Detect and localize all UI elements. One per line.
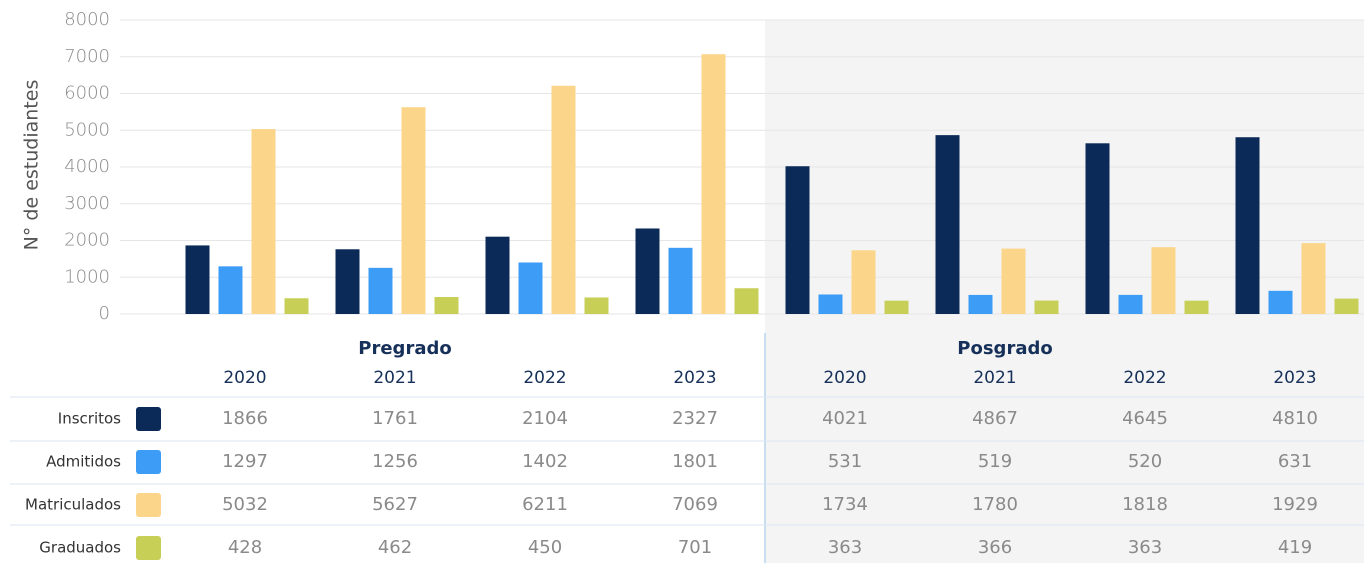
table-cell: 1734 (822, 494, 868, 515)
table-cell: 1801 (672, 451, 718, 472)
table-cell: 462 (378, 537, 412, 558)
table-cell: 631 (1278, 451, 1312, 472)
table-cell: 450 (528, 537, 562, 558)
bar (518, 262, 543, 314)
bar (968, 294, 993, 314)
bar (884, 300, 909, 314)
table-cell: 6211 (522, 494, 568, 515)
bar (185, 245, 210, 314)
y-tick-label: 3000 (64, 193, 110, 214)
y-tick-label: 1000 (64, 266, 110, 287)
bar (368, 267, 393, 314)
table-cell: 363 (828, 537, 862, 558)
bar (701, 54, 726, 315)
table-cell: 5032 (222, 494, 268, 515)
table-cell: 701 (678, 537, 712, 558)
bar (1034, 300, 1059, 314)
table-cell: 531 (828, 451, 862, 472)
y-axis-label: N° de estudiantes (21, 80, 43, 251)
legend-swatch (136, 536, 161, 560)
table-cell: 5627 (372, 494, 418, 515)
x-tick-label: 2021 (373, 368, 416, 388)
x-tick-label: 2023 (1273, 368, 1316, 388)
legend-label: Matriculados (25, 496, 121, 514)
table-cell: 519 (978, 451, 1012, 472)
x-tick-label: 2020 (823, 368, 866, 388)
table-cell: 2104 (522, 408, 568, 429)
table-cell: 1256 (372, 451, 418, 472)
bar (1334, 298, 1359, 314)
x-tick-label: 2022 (523, 368, 566, 388)
group-label: Pregrado (358, 338, 451, 359)
bar (1301, 243, 1326, 314)
bar (851, 250, 876, 314)
table-cell: 1818 (1122, 494, 1168, 515)
bar (434, 297, 459, 314)
bar (401, 107, 426, 314)
legend-swatch (136, 493, 161, 517)
table-cell: 1761 (372, 408, 418, 429)
bar (1235, 137, 1260, 314)
y-tick-label: 0 (99, 303, 110, 324)
bar (1151, 247, 1176, 314)
bar (485, 236, 510, 314)
table-cell: 428 (228, 537, 262, 558)
bar (1001, 248, 1026, 314)
table-cell: 4810 (1272, 408, 1318, 429)
bar (1085, 143, 1110, 314)
group-label: Posgrado (957, 338, 1052, 359)
bar (551, 85, 576, 314)
table-cell: 4645 (1122, 408, 1168, 429)
bar (1118, 294, 1143, 314)
x-tick-label: 2023 (673, 368, 716, 388)
bar (584, 297, 609, 314)
table-cell: 363 (1128, 537, 1162, 558)
bar (251, 129, 276, 314)
bar (335, 249, 360, 314)
bar (935, 135, 960, 314)
table-cell: 1866 (222, 408, 268, 429)
table-cell: 4021 (822, 408, 868, 429)
table-cell: 366 (978, 537, 1012, 558)
table-cell: 1297 (222, 451, 268, 472)
table-cell: 520 (1128, 451, 1162, 472)
x-tick-label: 2021 (973, 368, 1016, 388)
table-cell: 1780 (972, 494, 1018, 515)
bar (635, 228, 660, 314)
legend-swatch (136, 407, 161, 431)
bar (1268, 290, 1293, 314)
bar (734, 288, 759, 314)
x-tick-label: 2020 (223, 368, 266, 388)
y-tick-label: 6000 (64, 83, 110, 104)
y-tick-label: 8000 (64, 9, 110, 30)
table-cell: 4867 (972, 408, 1018, 429)
bar (785, 166, 810, 314)
legend-swatch (136, 450, 161, 474)
table-cell: 419 (1278, 537, 1312, 558)
bar (1184, 300, 1209, 314)
table-cell: 1929 (1272, 494, 1318, 515)
legend-label: Admitidos (46, 453, 121, 471)
y-tick-label: 4000 (64, 156, 110, 177)
y-tick-label: 5000 (64, 119, 110, 140)
bar (218, 266, 243, 314)
table-cell: 1402 (522, 451, 568, 472)
bar (818, 294, 843, 314)
legend-label: Graduados (39, 539, 121, 557)
table-cell: 2327 (672, 408, 718, 429)
table-cell: 7069 (672, 494, 718, 515)
y-tick-label: 2000 (64, 230, 110, 251)
x-tick-label: 2022 (1123, 368, 1166, 388)
legend-label: Inscritos (58, 410, 121, 428)
y-tick-label: 7000 (64, 46, 110, 67)
bar (668, 247, 693, 314)
bar (284, 298, 309, 314)
